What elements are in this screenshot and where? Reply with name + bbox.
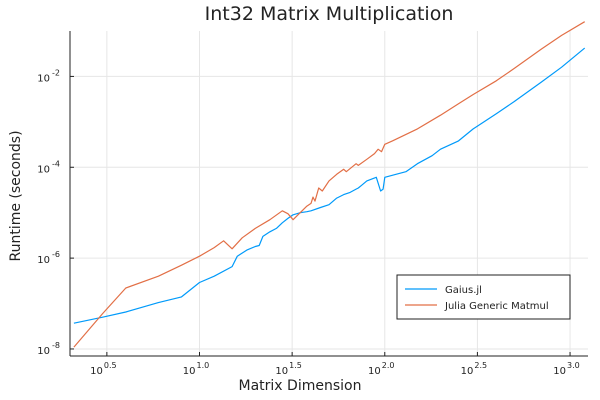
x-tick-label-base: 10 <box>368 366 381 377</box>
legend-box <box>396 274 571 320</box>
x-tick-label-base: 10 <box>275 366 288 377</box>
y-tick-label-base: 10 <box>37 346 50 357</box>
y-axis-title: Runtime (seconds) <box>8 130 24 261</box>
x-tick-label-base: 10 <box>183 366 196 377</box>
y-tick-label-exponent: -4 <box>52 159 60 168</box>
series-group <box>73 21 586 348</box>
legend-label-julia-generic-matmul: Julia Generic Matmul <box>444 301 549 312</box>
y-tick-label-base: 10 <box>37 164 50 175</box>
x-tick-label-exponent: 2.5 <box>474 361 487 370</box>
y-tick-label-exponent: -2 <box>52 68 60 77</box>
x-tick-label-base: 10 <box>461 366 474 377</box>
x-tick-label-exponent: 0.5 <box>104 361 117 370</box>
ticks: 100.5101.0101.5102.0102.5103.010-810-610… <box>37 68 580 377</box>
chart-title: Int32 Matrix Multiplication <box>205 3 454 25</box>
legend-label-gaius: Gaius.jl <box>445 285 482 296</box>
x-tick-label-base: 10 <box>553 366 566 377</box>
series-line-julia-generic-matmul <box>73 21 586 348</box>
y-tick-label-base: 10 <box>37 73 50 84</box>
y-tick-label-exponent: -6 <box>52 250 60 259</box>
x-tick-label-exponent: 3.0 <box>567 361 580 370</box>
axes <box>69 31 588 357</box>
x-axis-title: Matrix Dimension <box>239 378 362 394</box>
y-tick-label-exponent: -8 <box>52 341 60 350</box>
legend: Gaius.jl Julia Generic Matmul <box>396 274 571 320</box>
series-line-gaius-jl <box>73 47 586 324</box>
y-tick-label-base: 10 <box>37 255 50 266</box>
x-tick-label-exponent: 1.0 <box>197 361 210 370</box>
x-tick-label-base: 10 <box>90 366 103 377</box>
x-tick-label-exponent: 1.5 <box>289 361 302 370</box>
x-tick-label-exponent: 2.0 <box>382 361 395 370</box>
